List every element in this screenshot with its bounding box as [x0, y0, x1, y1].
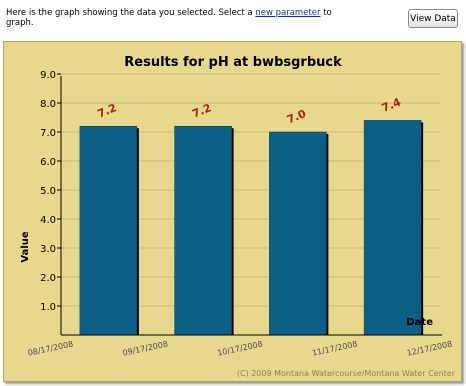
y-tick-label: 7.0: [40, 128, 56, 139]
y-tick-label: 8.0: [40, 99, 56, 110]
y-tick-label: 1.0: [40, 302, 56, 313]
bar: [174, 125, 232, 336]
y-tick-label: 5.0: [40, 186, 56, 197]
new-parameter-link[interactable]: new parameter: [255, 8, 321, 18]
y-tick-label: 4.0: [40, 215, 56, 226]
x-tick-label: 10/17/2008: [216, 339, 263, 357]
bar-value-label: 7.2: [96, 101, 119, 120]
x-tick-label: 11/17/2008: [311, 339, 358, 357]
intro-text-before: Here is the graph showing the data you s…: [6, 8, 256, 18]
chart-title: Results for pH at bwbsgrbuck: [124, 55, 342, 70]
view-data-button[interactable]: View Data: [408, 9, 458, 28]
chart-frame: 1.0 2.0 3.0 4.0 5.0 6.0 7.0 8.0 9.0 08/17/2008 09/…: [3, 41, 462, 382]
bar-chart: 1.0 2.0 3.0 4.0 5.0 6.0 7.0 8.0 9.0 08/17/2008 09/…: [20, 55, 456, 378]
y-tick-label: 3.0: [40, 244, 56, 255]
y-axis-label: Value: [20, 231, 31, 262]
y-tick-label: 6.0: [40, 157, 56, 168]
bar: [363, 120, 422, 336]
bars: [79, 120, 424, 336]
axes: [60, 76, 442, 336]
bar-value-label: 7.2: [190, 101, 213, 120]
y-tick-label: 2.0: [40, 273, 56, 284]
y-tick-label: 9.0: [40, 70, 56, 81]
bar-value-label: 7.4: [380, 95, 403, 114]
x-tick-label: 12/17/2008: [406, 339, 453, 357]
bar: [269, 131, 327, 336]
x-tick-label: 08/17/2008: [27, 339, 74, 357]
copyright-text: (C) 2009 Montana Watercourse/Montana Wat…: [237, 369, 456, 378]
bar: [79, 125, 138, 336]
x-tick-label: 09/17/2008: [122, 339, 169, 357]
bar-value-label: 7.0: [285, 107, 308, 126]
intro-text: Here is the graph showing the data you s…: [6, 8, 356, 28]
intro-text-after: to graph.: [6, 8, 332, 28]
x-axis-label: Date: [406, 317, 433, 328]
